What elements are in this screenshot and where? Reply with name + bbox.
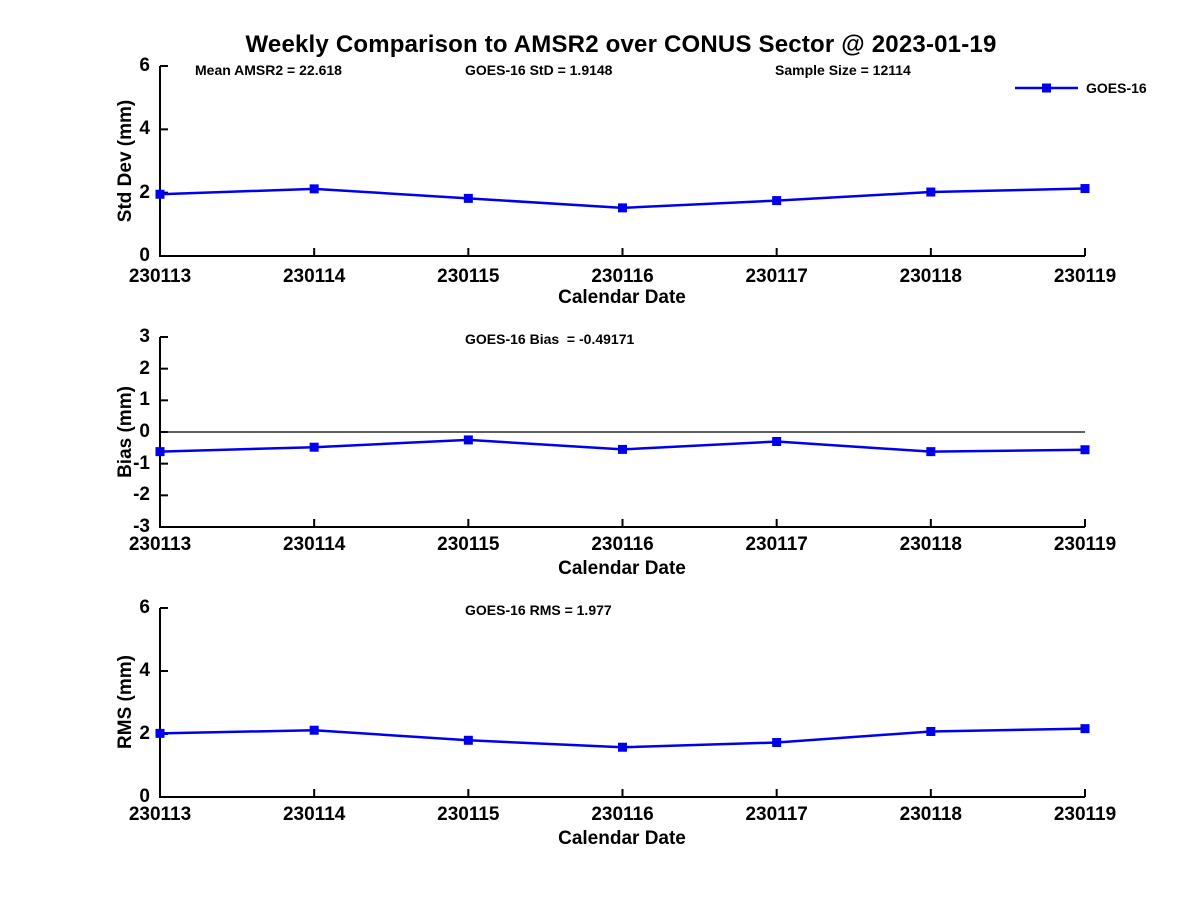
- y-tick-label: 2: [139, 723, 150, 744]
- data-point-marker: [926, 187, 936, 197]
- y-tick-label: 0: [139, 786, 150, 807]
- x-tick-label: 230114: [282, 266, 346, 287]
- x-tick-label: 230116: [591, 534, 654, 555]
- data-point-marker: [772, 738, 782, 748]
- data-point-marker: [463, 435, 473, 445]
- y-axis-label-std-dev: Std Dev (mm): [115, 99, 136, 223]
- x-tick-label: 230113: [128, 804, 192, 825]
- data-point-marker: [309, 184, 319, 194]
- legend-marker-sample: [1042, 83, 1051, 93]
- y-tick-label: 6: [139, 55, 150, 76]
- data-point-marker: [155, 728, 165, 738]
- y-axis-label-rms: RMS (mm): [115, 655, 136, 749]
- data-point-marker: [926, 726, 936, 736]
- data-point-marker: [1080, 445, 1090, 455]
- x-axis-label-calendar-date-2: Calendar Date: [558, 558, 686, 579]
- data-point-marker: [463, 193, 473, 203]
- data-point-marker: [618, 203, 627, 213]
- legend-label-goes16: GOES-16: [1086, 80, 1147, 96]
- y-tick-label: 4: [139, 118, 150, 140]
- x-tick-label: 230116: [591, 266, 654, 287]
- data-point-marker: [772, 196, 782, 206]
- y-tick-label: 6: [139, 597, 150, 618]
- y-tick-label: -3: [133, 516, 150, 537]
- data-point-marker: [155, 189, 165, 199]
- data-point-marker: [309, 725, 319, 735]
- y-tick-label: 2: [139, 357, 150, 379]
- chart-title: Weekly Comparison to AMSR2 over CONUS Se…: [245, 31, 997, 58]
- x-tick-label: 230113: [128, 534, 192, 555]
- y-tick-label: 4: [139, 660, 150, 681]
- annotation-goes16-bias: GOES-16 Bias = -0.49171: [465, 331, 635, 347]
- y-tick-label: 0: [139, 245, 150, 266]
- data-point-marker: [1080, 724, 1090, 734]
- x-tick-label: 230115: [437, 804, 500, 825]
- annotation-sample-size: Sample Size = 12114: [775, 62, 911, 78]
- y-tick-label: 3: [139, 326, 150, 347]
- x-tick-label: 230118: [899, 266, 963, 287]
- x-tick-label: 230114: [282, 804, 346, 825]
- data-point-marker: [772, 437, 782, 446]
- y-tick-label: 2: [139, 181, 150, 203]
- data-point-marker: [463, 735, 473, 745]
- x-axis-label-calendar-date-3: Calendar Date: [558, 828, 686, 849]
- y-tick-label: 0: [139, 421, 150, 442]
- x-tick-label: 230116: [591, 804, 654, 825]
- annotation-mean-amsr2: Mean AMSR2 = 22.618: [195, 62, 342, 78]
- x-tick-label: 230117: [745, 266, 808, 287]
- x-tick-label: 230115: [437, 266, 500, 287]
- data-point-marker: [155, 447, 165, 457]
- data-point-marker: [309, 442, 319, 452]
- x-tick-label: 230113: [128, 266, 192, 287]
- x-tick-label: 230118: [899, 804, 963, 825]
- annotation-goes16-rms: GOES-16 RMS = 1.977: [465, 602, 612, 618]
- data-point-marker: [926, 447, 936, 457]
- x-tick-label: 230119: [1053, 804, 1117, 825]
- x-tick-label: 230117: [745, 534, 808, 555]
- y-tick-label: 1: [139, 389, 150, 411]
- annotation-goes16-std: GOES-16 StD = 1.9148: [465, 62, 613, 78]
- x-tick-label: 230115: [437, 534, 500, 555]
- x-tick-label: 230117: [745, 804, 808, 825]
- x-tick-label: 230118: [899, 534, 963, 555]
- x-tick-label: 230119: [1053, 534, 1117, 555]
- x-tick-label: 230119: [1053, 266, 1117, 287]
- y-tick-label: -2: [133, 484, 150, 506]
- y-tick-label: -1: [133, 452, 150, 474]
- data-point-marker: [618, 742, 627, 752]
- data-point-marker: [1080, 184, 1090, 194]
- x-axis-label-calendar-date-1: Calendar Date: [558, 287, 686, 308]
- data-point-marker: [618, 444, 627, 454]
- x-tick-label: 230114: [282, 534, 346, 555]
